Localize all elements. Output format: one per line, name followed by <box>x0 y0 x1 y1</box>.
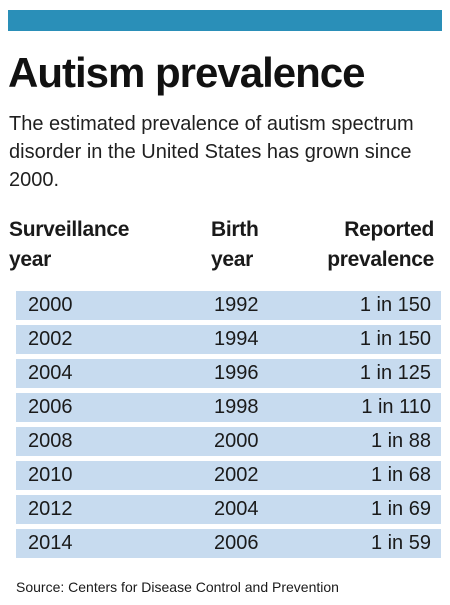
table-row: 2012 2004 1 in 69 <box>16 495 441 524</box>
cell-reported-prevalence: 1 in 69 <box>370 498 431 520</box>
cell-birth-year: 1994 <box>214 328 259 350</box>
table-row: 2002 1994 1 in 150 <box>16 325 441 354</box>
cell-reported-prevalence: 1 in 88 <box>370 430 431 452</box>
chart-title: Autism prevalence <box>8 49 365 96</box>
source-note: Source: Centers for Disease Control and … <box>16 579 339 595</box>
cell-reported-prevalence: 1 in 68 <box>370 464 431 486</box>
cell-birth-year: 1996 <box>214 362 259 384</box>
cell-surveillance-year: 2004 <box>28 362 73 384</box>
chart-subtitle: The estimated prevalence of autism spect… <box>9 113 414 191</box>
table-row: 2006 1998 1 in 110 <box>16 393 441 422</box>
table-row: 2008 2000 1 in 88 <box>16 427 441 456</box>
cell-surveillance-year: 2000 <box>28 294 73 316</box>
column-header-birth-year: Birth year <box>211 215 259 275</box>
column-header-line: year <box>211 248 254 271</box>
column-header-line: Birth <box>211 218 259 241</box>
column-header-line: year <box>9 248 52 271</box>
cell-birth-year: 2006 <box>214 532 259 554</box>
cell-surveillance-year: 2008 <box>28 430 73 452</box>
data-table: 2000 1992 1 in 150 2002 1994 1 in 150 2004 1996… <box>16 291 441 563</box>
cell-surveillance-year: 2010 <box>28 464 73 486</box>
cell-reported-prevalence: 1 in 59 <box>370 532 431 554</box>
cell-surveillance-year: 2002 <box>28 328 73 350</box>
cell-reported-prevalence: 1 in 150 <box>359 328 431 350</box>
column-header-line: prevalence <box>327 248 434 271</box>
cell-surveillance-year: 2014 <box>28 532 73 554</box>
cell-birth-year: 2000 <box>214 430 259 452</box>
cell-birth-year: 1998 <box>214 396 259 418</box>
table-row: 2014 2006 1 in 59 <box>16 529 441 558</box>
accent-bar <box>8 10 442 31</box>
table-row: 2010 2002 1 in 68 <box>16 461 441 490</box>
column-header-reported-prevalence: Reported prevalence <box>327 215 434 275</box>
column-header-line: Surveillance <box>9 218 130 241</box>
cell-birth-year: 2002 <box>214 464 259 486</box>
cell-birth-year: 2004 <box>214 498 259 520</box>
cell-reported-prevalence: 1 in 110 <box>361 396 431 418</box>
table-row: 2004 1996 1 in 125 <box>16 359 441 388</box>
cell-reported-prevalence: 1 in 150 <box>359 294 431 316</box>
column-header-surveillance-year: Surveillance year <box>9 215 129 275</box>
cell-surveillance-year: 2006 <box>28 396 73 418</box>
cell-birth-year: 1992 <box>214 294 259 316</box>
column-header-line: Reported <box>344 218 434 241</box>
table-row: 2000 1992 1 in 150 <box>16 291 441 320</box>
cell-surveillance-year: 2012 <box>28 498 73 520</box>
cell-reported-prevalence: 1 in 125 <box>359 362 431 384</box>
